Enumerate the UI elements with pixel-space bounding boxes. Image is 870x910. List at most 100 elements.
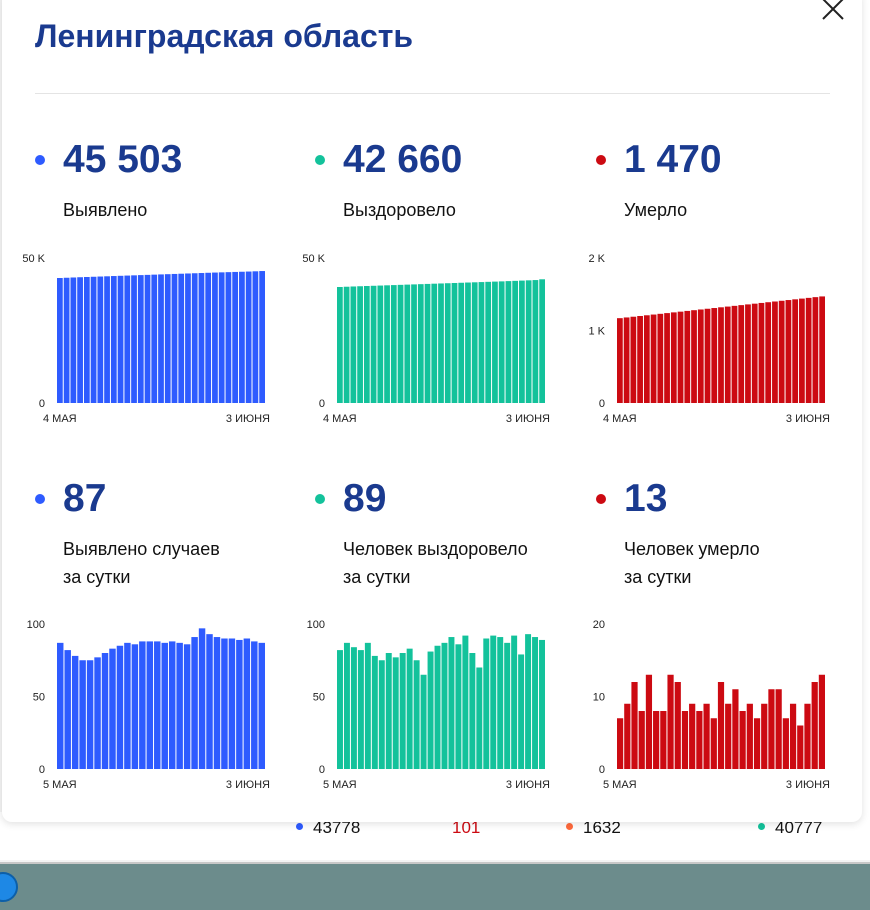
chart-bar [497,637,504,769]
y-tick-label: 2 K [588,253,605,265]
chart-bar [94,657,101,769]
chart-bar [198,273,205,403]
chart-bar [79,660,86,769]
chart-bar [670,312,677,403]
y-tick-label: 100 [307,619,325,631]
stat-label-line: за сутки [343,567,411,587]
cumulative-recovered-chart: 0 50 K 4 МАЯ 3 ИЮНЯ [302,253,550,425]
y-tick-label: 50 [33,692,45,704]
chart-bar [146,641,154,769]
chart-bar [804,703,811,769]
chart-bar [448,637,455,769]
green-dot-icon [315,494,325,504]
stat-value-daily-detected: 87 [63,477,107,520]
chart-bar [371,655,378,769]
chart-bar [761,703,768,769]
blue-dot-icon [296,823,303,830]
chart-bar [485,281,492,403]
chart-bar [70,277,77,403]
chart-bar [624,703,631,769]
chart-bar [357,650,364,769]
taskbar [0,862,870,910]
background-stat-value: 1632 [583,818,621,837]
chart-bar [350,286,357,403]
x-tick-label: 3 ИЮНЯ [506,779,550,791]
chart-bar [677,311,684,403]
y-tick-label: 0 [39,398,45,410]
chart-bar [431,283,438,403]
chart-bar [811,682,818,769]
chart-bar [357,286,363,403]
chart-bar [490,635,497,769]
x-tick-label: 4 МАЯ [43,413,77,425]
chart-bar [161,642,168,769]
y-tick-label: 10 [593,692,605,704]
chart-bar [124,275,131,403]
chart-bar [660,711,667,769]
x-tick-label: 4 МАЯ [603,413,637,425]
stat-value-daily-recovered: 89 [343,477,387,520]
chart-bar [476,667,483,769]
chart-bar [117,275,124,403]
chart-bar [797,725,804,769]
background-stat-value: 43778 [313,818,361,837]
chart-bar [492,281,498,403]
chart-bar [212,272,218,403]
chart-bar [411,284,417,403]
chart-bar [154,641,161,769]
background-stat-item: 43778 [296,818,360,838]
chart-bar [455,644,462,769]
y-tick-label: 100 [27,619,45,631]
chart-bar [532,280,539,403]
chart-bar [746,703,753,769]
x-tick-label: 3 ИЮНЯ [786,413,830,425]
chart-bar [539,639,545,769]
chart-bar [650,314,657,403]
chart-bar [751,303,758,403]
stat-label-line: Человек умерло [624,539,760,559]
chart-bar [198,628,206,769]
x-tick-label: 5 МАЯ [43,779,77,791]
chart-bar [176,642,183,769]
chart-bar [57,278,63,403]
close-icon[interactable] [818,0,848,24]
orange-dot-icon [566,823,573,830]
chart-bar [451,282,458,403]
chart-bar [218,272,225,403]
chart-bar [364,642,371,769]
chart-bar [505,281,512,403]
background-stat-item: 40777 [758,818,822,838]
chart-bar [343,642,350,769]
chart-bar [691,310,697,403]
chart-bar [617,318,623,403]
chart-bar [539,279,545,403]
chart-bar [413,660,420,769]
chart-bar [465,282,471,403]
stat-label-daily-died: Человек умерло за сутки [624,535,760,591]
y-tick-label: 20 [593,619,605,631]
stat-label-recovered: Выздоровело [343,200,456,220]
chart-bar [617,718,624,769]
chart-bar [512,280,519,403]
chart-bar [406,648,413,769]
stat-value-daily-died: 13 [624,477,668,520]
chart-bar [390,285,397,403]
chart-bar [518,654,525,769]
cumulative-died-chart: 0 1 K 2 K 4 МАЯ 3 ИЮНЯ [588,253,830,425]
chart-bar [785,300,792,403]
y-tick-label: 1 K [588,326,605,338]
chart-bar [424,283,431,403]
red-dot-icon [596,494,606,504]
chart-bar [131,275,137,403]
chart-bar [645,674,653,769]
chart-bar [471,282,478,403]
modal-title: Ленинградская область [35,18,414,54]
x-tick-label: 3 ИЮНЯ [786,779,830,791]
chart-bar [643,315,650,403]
chart-bar [674,682,681,769]
chart-bar [511,635,518,769]
chart-bar [711,308,718,403]
daily-died-chart: 0 10 20 5 МАЯ 3 ИЮНЯ [593,619,830,791]
stat-value-recovered: 42 660 [343,138,463,181]
chart-bar [462,635,469,769]
